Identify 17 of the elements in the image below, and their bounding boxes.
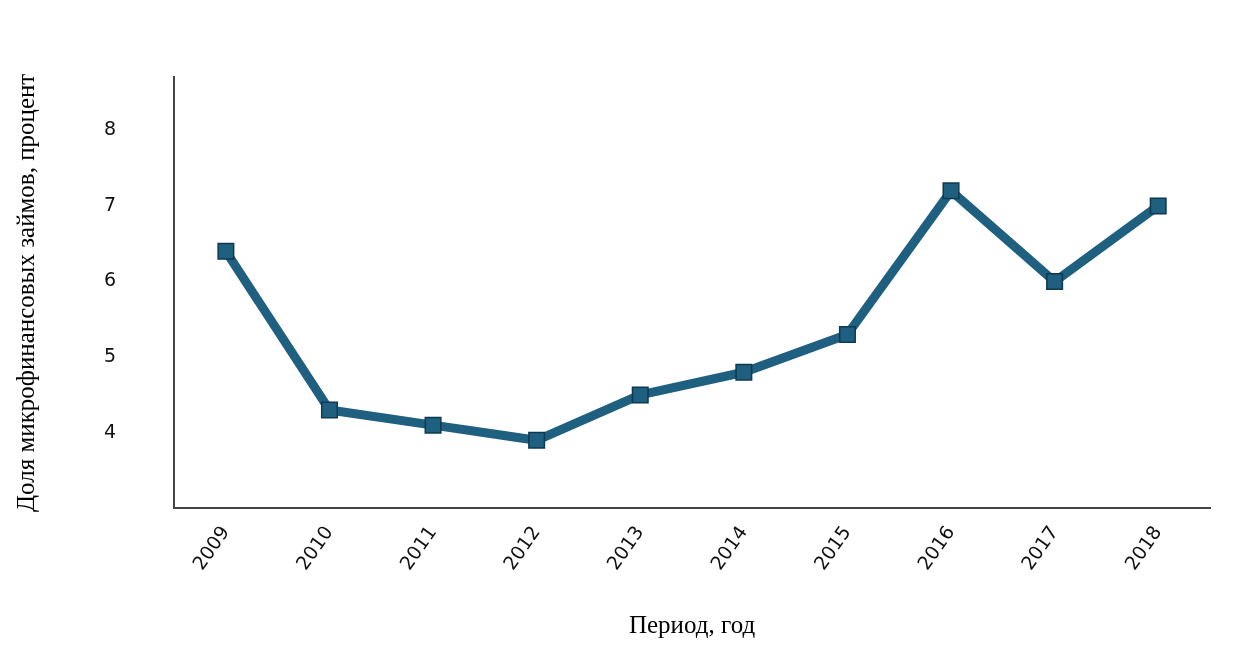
point xyxy=(1149,197,1167,215)
point xyxy=(735,363,753,381)
x-axis-title: Период, год xyxy=(628,610,756,638)
point xyxy=(217,242,235,260)
y-tick-label: 4 xyxy=(103,419,117,442)
point xyxy=(528,431,546,449)
point xyxy=(1046,272,1064,291)
point xyxy=(942,182,960,200)
point xyxy=(424,416,442,434)
point xyxy=(320,401,338,419)
point xyxy=(631,386,649,404)
y-tick-label: 5 xyxy=(103,344,117,367)
y-axis-title: Доля микрофинансовых займов, процент xyxy=(11,73,39,513)
y-tick-label: 7 xyxy=(103,192,117,215)
y-tick-label: 6 xyxy=(103,268,117,291)
y-tick-label: 8 xyxy=(103,117,117,140)
point xyxy=(838,325,856,343)
